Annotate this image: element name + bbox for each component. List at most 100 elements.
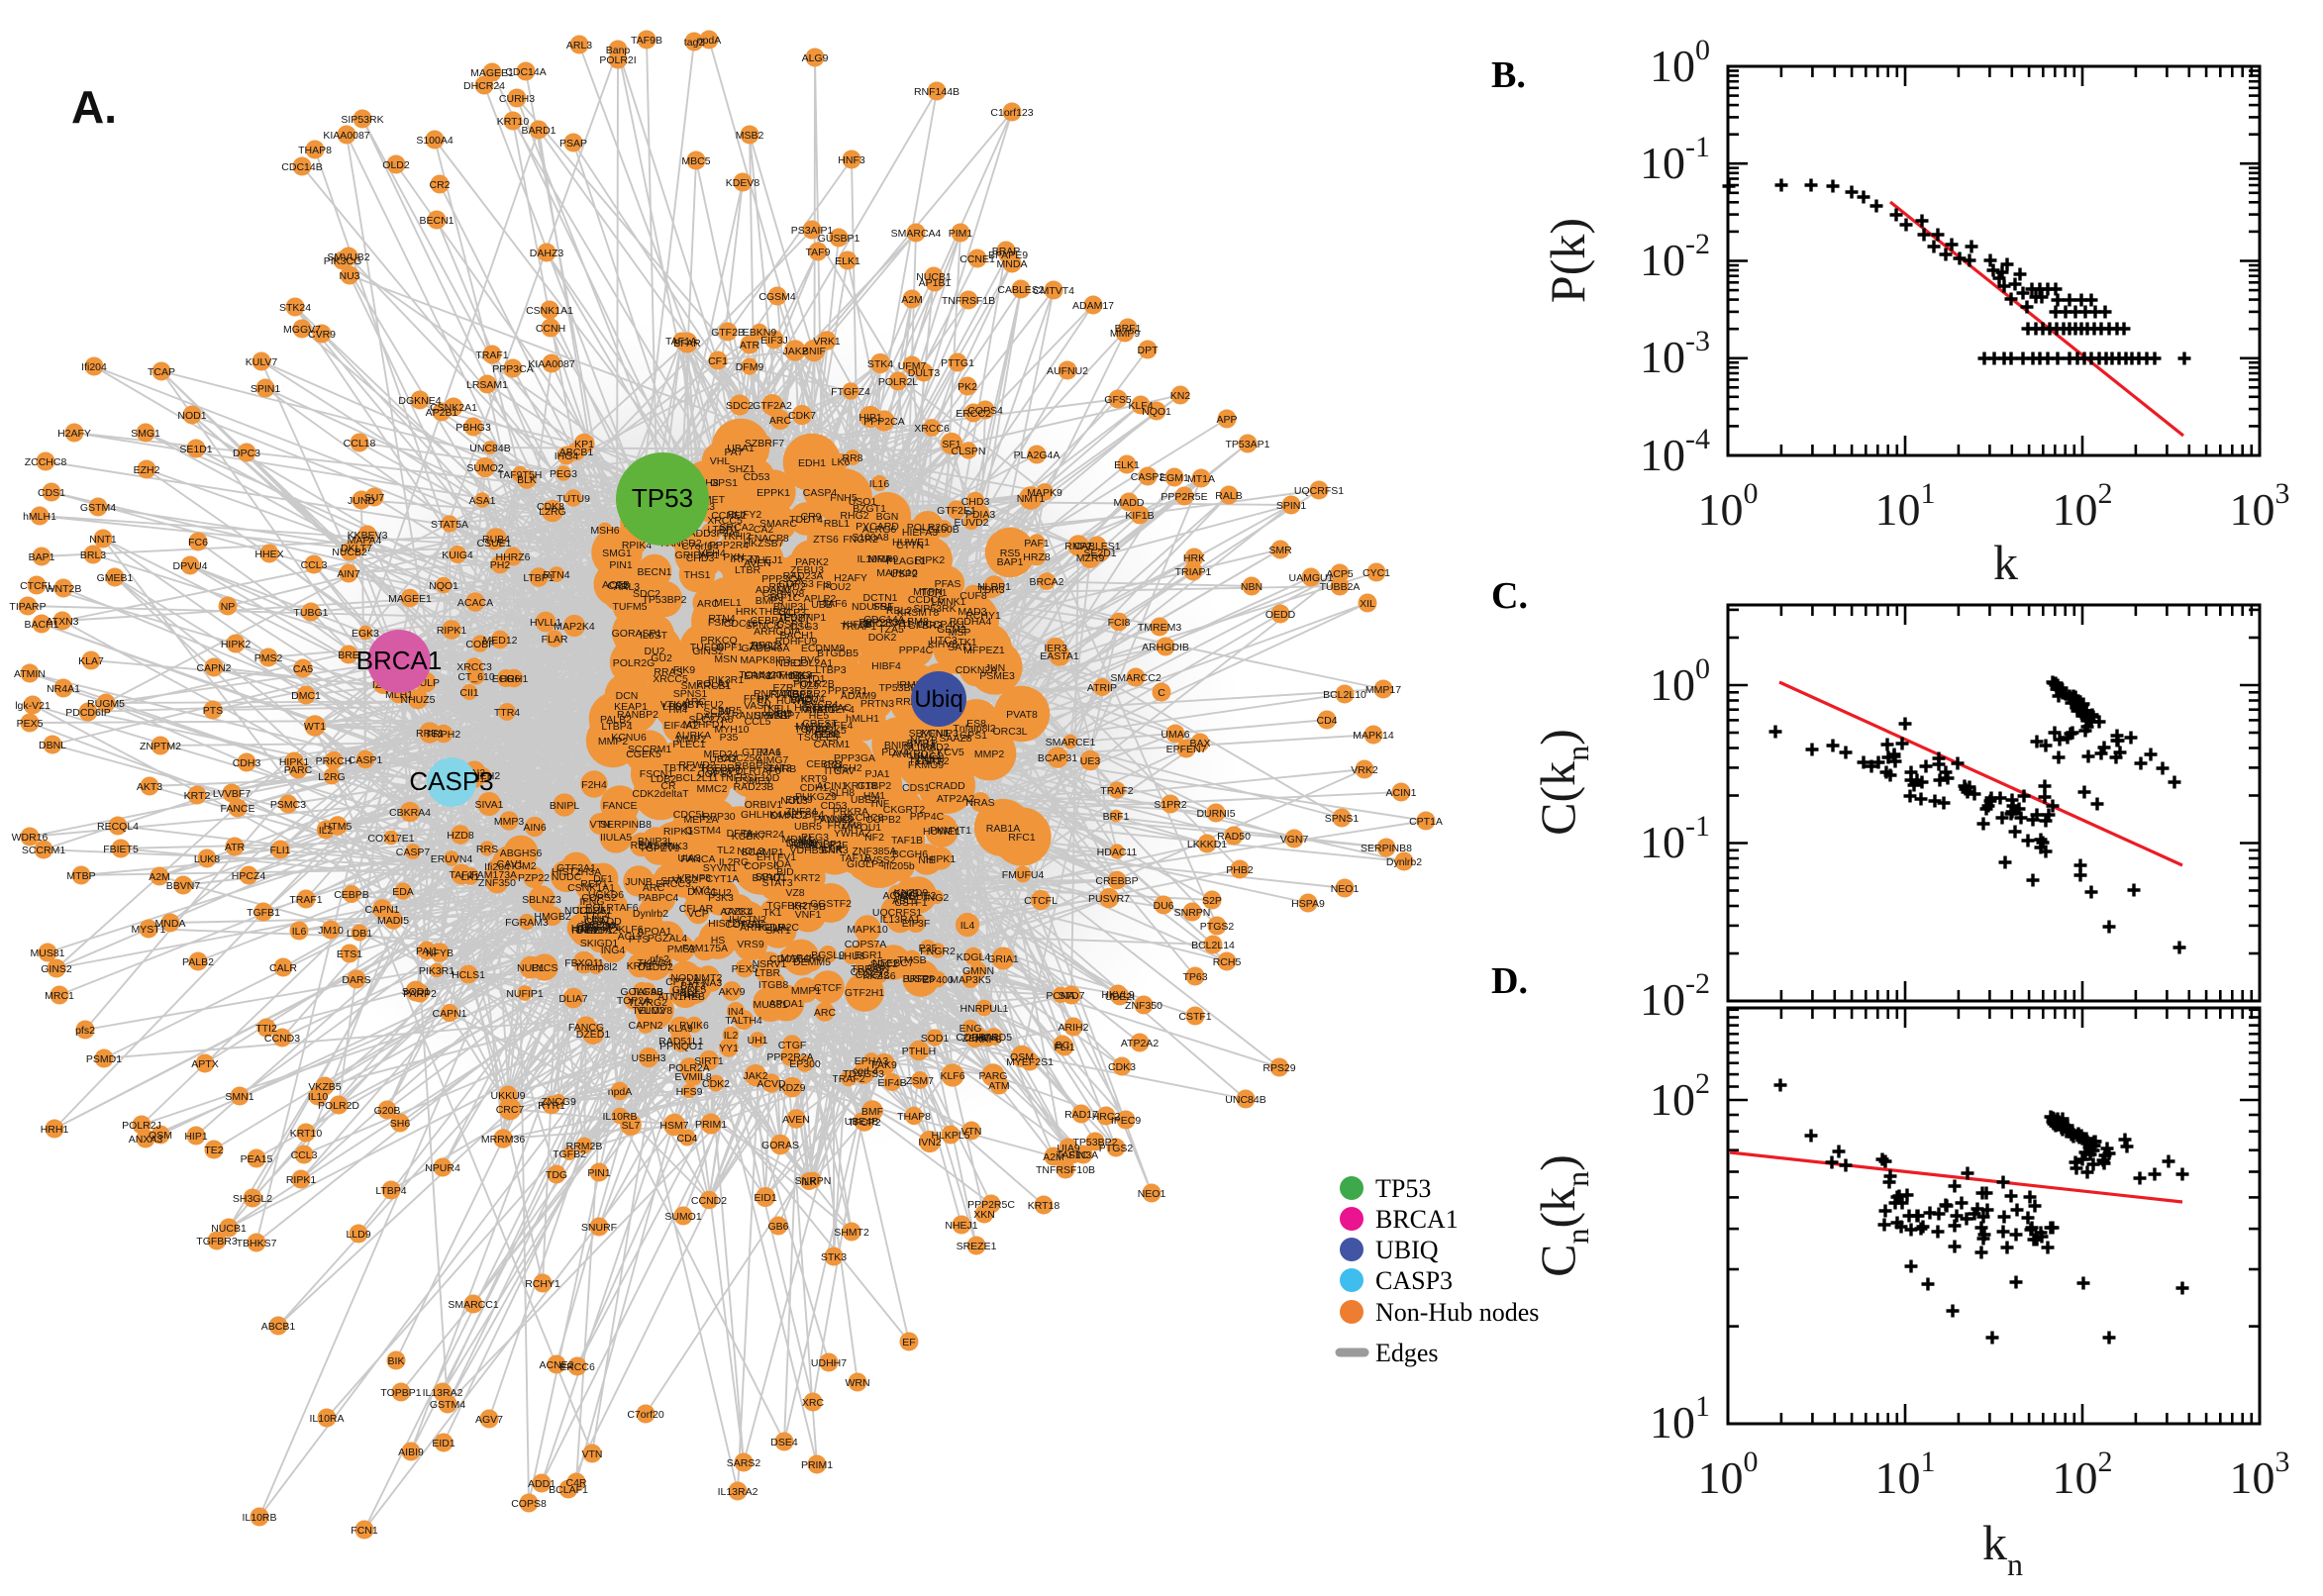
svg-text:lgk-V21: lgk-V21 (15, 700, 50, 712)
svg-text:SLC25A11: SLC25A11 (862, 618, 912, 630)
svg-text:S2P: S2P (1202, 895, 1222, 907)
svg-text:KP1: KP1 (574, 439, 594, 450)
svg-text:TAF1B: TAF1B (840, 852, 871, 864)
svg-text:KRT2: KRT2 (184, 790, 211, 802)
svg-text:EF: EF (902, 1337, 915, 1348)
svg-text:ARC: ARC (814, 1007, 837, 1019)
svg-text:CR: CR (660, 780, 676, 792)
svg-text:SDC2: SDC2 (726, 400, 754, 412)
svg-text:RUGM5: RUGM5 (87, 698, 125, 710)
svg-text:PTHLH: PTHLH (902, 1046, 936, 1057)
svg-text:SMN1: SMN1 (225, 1091, 253, 1103)
svg-text:DFM9: DFM9 (736, 361, 764, 373)
svg-text:NDUFS1: NDUFS1 (852, 601, 893, 613)
svg-text:ZCCHC8: ZCCHC8 (25, 456, 67, 468)
svg-text:GU2: GU2 (651, 652, 672, 664)
svg-text:FSP9: FSP9 (708, 617, 734, 629)
svg-text:EDH1: EDH1 (798, 457, 826, 469)
svg-text:CEBPB: CEBPB (334, 889, 369, 901)
svg-text:TRAF2: TRAF2 (832, 1073, 864, 1085)
svg-text:DARS: DARS (342, 974, 370, 986)
svg-text:DPT: DPT (1138, 345, 1160, 356)
svg-text:PPP3R1: PPP3R1 (828, 685, 867, 697)
svg-text:TRAF1: TRAF1 (289, 894, 322, 906)
svg-text:CCND3: CCND3 (264, 1033, 300, 1045)
svg-text:SMG1: SMG1 (131, 428, 160, 440)
svg-text:DURNI5: DURNI5 (1196, 808, 1235, 820)
svg-text:IL16: IL16 (869, 478, 890, 490)
svg-text:EGK3: EGK3 (352, 628, 379, 640)
svg-text:JAK2: JAK2 (782, 346, 807, 357)
svg-text:ARL3: ARL3 (566, 40, 592, 51)
svg-text:POLR2A: POLR2A (668, 1062, 709, 1074)
svg-text:CASP7: CASP7 (396, 847, 431, 858)
svg-text:LHU8: LHU8 (839, 950, 865, 962)
svg-text:KULV7: KULV7 (246, 356, 278, 368)
svg-text:FIK9: FIK9 (673, 664, 695, 676)
svg-text:EGM1: EGM1 (1160, 472, 1189, 484)
svg-text:PSME3: PSME3 (979, 670, 1015, 682)
svg-text:PPNQO1: PPNQO1 (659, 1041, 703, 1052)
svg-text:HNF3: HNF3 (838, 154, 865, 166)
svg-text:UBIQ: UBIQ (1375, 1236, 1439, 1264)
svg-text:MMP1: MMP1 (791, 985, 821, 997)
svg-text:CDS1: CDS1 (38, 487, 65, 499)
svg-text:IL13RA2: IL13RA2 (423, 1387, 463, 1399)
svg-text:EIF3J: EIF3J (760, 335, 787, 347)
svg-text:Non-Hub nodes: Non-Hub nodes (1375, 1298, 1539, 1327)
svg-text:DKLT7: DKLT7 (341, 543, 372, 554)
svg-text:ABCB1: ABCB1 (261, 1321, 296, 1333)
svg-text:MAP2K4: MAP2K4 (554, 621, 595, 633)
svg-text:PPP2R4: PPP2R4 (709, 540, 749, 551)
svg-text:IIULA5: IIULA5 (600, 832, 632, 844)
svg-text:DSG3: DSG3 (790, 621, 819, 633)
svg-text:C(kn): C(kn) (1530, 729, 1595, 836)
svg-text:RCHY1: RCHY1 (965, 610, 1001, 622)
svg-text:RIPK1: RIPK1 (437, 625, 467, 637)
svg-text:UBE2I: UBE2I (851, 794, 880, 806)
svg-text:BCGH6: BCGH6 (892, 848, 928, 860)
svg-text:ZNPTM2: ZNPTM2 (140, 741, 181, 752)
svg-text:EHTFV1: EHTFV1 (757, 851, 796, 863)
svg-text:IN4: IN4 (728, 1006, 745, 1018)
svg-text:GTF2B: GTF2B (711, 327, 745, 339)
svg-text:GORAS: GORAS (761, 1140, 799, 1151)
svg-text:HIEFA3: HIEFA3 (902, 527, 938, 539)
svg-text:SIP53RK: SIP53RK (341, 114, 383, 126)
svg-text:EID1: EID1 (754, 1192, 777, 1204)
svg-text:SNURF: SNURF (581, 1222, 617, 1234)
svg-text:MTBP: MTBP (66, 870, 95, 882)
svg-text:SNRPN: SNRPN (1174, 907, 1211, 919)
svg-text:HHEX: HHEX (254, 549, 283, 560)
svg-text:PTS: PTS (203, 705, 223, 717)
svg-text:SMARCA4: SMARCA4 (891, 228, 942, 240)
svg-text:ZSM7: ZSM7 (906, 1075, 934, 1087)
svg-text:ADAM17: ADAM17 (1072, 300, 1114, 312)
svg-text:101: 101 (1875, 1446, 1936, 1503)
svg-text:C7orf20: C7orf20 (627, 1409, 664, 1421)
svg-text:LVVBF7: LVVBF7 (213, 788, 251, 800)
svg-text:GGSTF2: GGSTF2 (810, 898, 852, 910)
svg-text:NOD1: NOD1 (177, 410, 206, 422)
svg-text:DLIA7: DLIA7 (558, 993, 587, 1005)
svg-text:PLAGL1: PLAGL1 (886, 555, 926, 567)
svg-text:VCP: VCP (687, 908, 709, 920)
svg-text:CCNH: CCNH (536, 323, 565, 335)
svg-text:CCND2: CCND2 (691, 1195, 727, 1207)
svg-text:Ifi204: Ifi204 (81, 361, 107, 373)
svg-text:SOD1: SOD1 (921, 1033, 950, 1045)
svg-text:CTGF: CTGF (778, 1040, 807, 1051)
svg-text:GUSBP1: GUSBP1 (818, 233, 860, 245)
svg-text:CRC7: CRC7 (496, 1104, 525, 1116)
svg-text:101: 101 (1650, 1390, 1710, 1447)
svg-text:FRZM8: FRZM8 (828, 820, 862, 832)
svg-text:G20B: G20B (374, 1105, 401, 1117)
svg-text:BAX: BAX (1189, 738, 1210, 749)
svg-text:KRT10: KRT10 (290, 1128, 323, 1140)
svg-text:MRRM36: MRRM36 (481, 1134, 525, 1146)
svg-text:DZED1: DZED1 (576, 1029, 611, 1041)
svg-text:APOA1: APOA1 (768, 998, 803, 1010)
svg-text:C1orf123: C1orf123 (990, 107, 1033, 119)
svg-text:ZNF350: ZNF350 (1125, 1000, 1162, 1012)
svg-text:CGSM4: CGSM4 (758, 291, 796, 303)
